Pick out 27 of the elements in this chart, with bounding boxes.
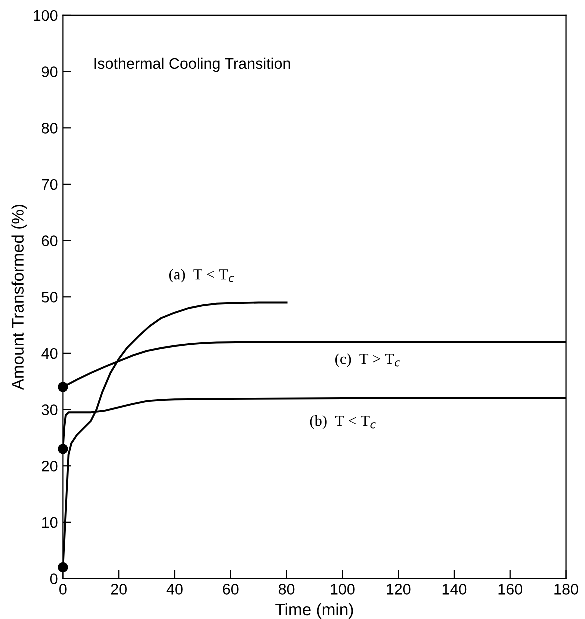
annotation: (a) T < T$_{c}$ xyxy=(170,268,234,283)
y-tick-label: 100 xyxy=(34,10,58,22)
x-tick-label: 160 xyxy=(498,584,523,595)
y-tick-label: 10 xyxy=(42,517,58,528)
y-axis-title: Amount Transformed (%) xyxy=(12,205,28,390)
annotation: (c) T > T$_{c}$ xyxy=(336,353,400,368)
x-tick-label: 40 xyxy=(166,584,183,595)
x-axis-title: Time (min) xyxy=(276,603,354,619)
x-tick-label: 20 xyxy=(111,584,127,595)
x-tick-label: 80 xyxy=(278,584,295,595)
text: Isothermal Cooling Transition xyxy=(94,58,290,72)
y-tick-label: 80 xyxy=(42,123,58,134)
x-tick-label: 100 xyxy=(331,584,355,595)
x-tick-label: 140 xyxy=(442,584,467,595)
x-tick-label: 120 xyxy=(387,584,411,595)
y-tick-label: 40 xyxy=(42,348,58,360)
x-tick-label: 0 xyxy=(60,584,67,595)
y-tick-label: 0 xyxy=(50,574,58,584)
x-tick-label: 180 xyxy=(554,584,578,595)
y-tick-label: 20 xyxy=(42,460,58,472)
y-tick-label: 50 xyxy=(42,292,58,303)
annotation: (b) T < T$_{c}$ xyxy=(310,415,376,430)
y-tick-label: 70 xyxy=(42,179,58,190)
y-tick-label: 90 xyxy=(42,66,58,78)
x-tick-label: 60 xyxy=(223,584,239,595)
y-tick-label: 60 xyxy=(42,236,58,246)
y-tick-label: 30 xyxy=(42,404,58,416)
